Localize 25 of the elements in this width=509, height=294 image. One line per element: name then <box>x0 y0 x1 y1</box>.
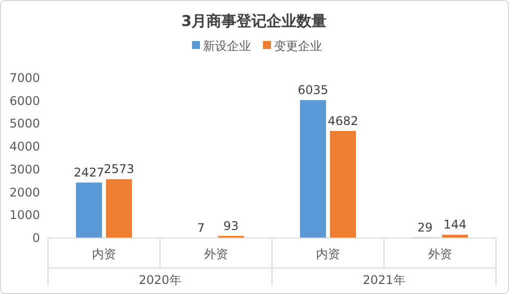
annotation: 2020年 <box>138 273 182 287</box>
y-tick-label: 1000 <box>9 208 40 222</box>
y-tick-label: 7000 <box>9 71 40 85</box>
data-label: 144 <box>444 218 466 232</box>
y-tick-label: 5000 <box>9 116 40 131</box>
data-label: 4682 <box>328 114 358 128</box>
data-label: 2573 <box>104 162 134 176</box>
x-tick-label: 外资 <box>204 247 228 261</box>
y-tick-label: 4000 <box>9 140 40 154</box>
data-label: 2427 <box>74 166 104 180</box>
annotation: 2021年 <box>362 273 406 287</box>
x-tick-label: 内资 <box>316 247 340 261</box>
x-tick-label: 内资 <box>92 247 116 261</box>
y-tick-label: 2000 <box>9 185 40 200</box>
data-label: 93 <box>223 218 239 233</box>
title: 3月商事登记企业数量 <box>181 12 327 30</box>
y-tick-label: 0 <box>32 231 40 245</box>
data-label: 6035 <box>298 83 328 98</box>
legend-label: 变更企业 <box>274 39 322 53</box>
data-label: 29 <box>417 220 433 234</box>
y-tick-label: 6000 <box>9 94 40 108</box>
data-label: 7 <box>197 220 205 235</box>
y-tick-label: 3000 <box>9 162 40 176</box>
x-tick-label: 外资 <box>428 247 452 261</box>
legend-label: 新设企业 <box>203 39 251 53</box>
